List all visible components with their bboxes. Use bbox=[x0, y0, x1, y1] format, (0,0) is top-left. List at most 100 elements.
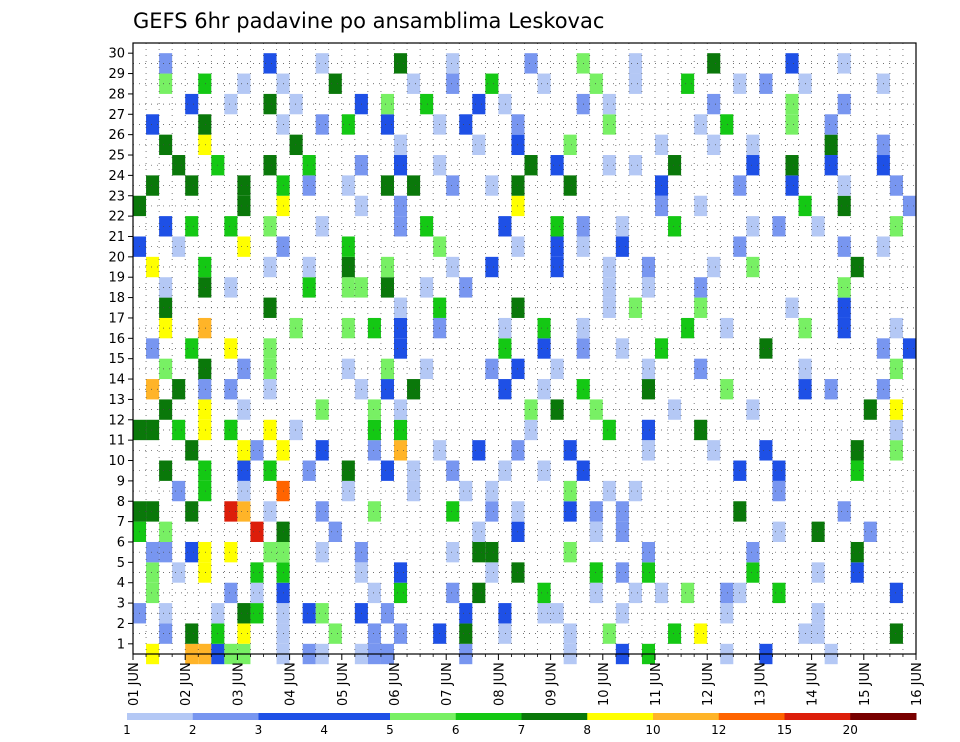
heatmap-cell bbox=[459, 623, 473, 644]
y-tick-label: 6 bbox=[117, 535, 125, 550]
heatmap-cell bbox=[615, 603, 629, 624]
heatmap-cell bbox=[198, 419, 212, 441]
heatmap-cell bbox=[185, 216, 199, 237]
y-tick-label: 22 bbox=[108, 210, 125, 225]
y-tick-label: 16 bbox=[108, 332, 125, 347]
heatmap-cell bbox=[394, 419, 408, 441]
heatmap-cell bbox=[420, 216, 434, 237]
legend-label: 10 bbox=[645, 723, 660, 737]
heatmap-cell bbox=[563, 134, 577, 156]
heatmap-cell bbox=[563, 501, 577, 522]
y-tick-label: 11 bbox=[108, 434, 125, 449]
heatmap-cell bbox=[263, 379, 277, 400]
heatmap-cell bbox=[550, 399, 564, 420]
heatmap-cell bbox=[198, 562, 212, 583]
legend-swatch bbox=[653, 713, 720, 720]
heatmap-cell bbox=[785, 155, 799, 176]
heatmap-cell bbox=[563, 175, 577, 196]
heatmap-cell bbox=[863, 521, 877, 542]
heatmap-cell bbox=[537, 73, 551, 94]
heatmap-cell bbox=[315, 603, 329, 624]
heatmap-cell bbox=[889, 317, 903, 339]
heatmap-cell bbox=[224, 582, 238, 604]
heatmap-cell bbox=[472, 541, 486, 563]
heatmap-cell bbox=[380, 114, 394, 135]
heatmap-cell bbox=[159, 277, 173, 298]
heatmap-cell bbox=[668, 623, 682, 644]
heatmap-cell bbox=[628, 53, 642, 74]
heatmap-cell bbox=[146, 175, 160, 196]
heatmap-cell bbox=[367, 440, 381, 461]
heatmap-cell bbox=[850, 256, 864, 278]
heatmap-cell bbox=[237, 460, 251, 481]
heatmap-cell bbox=[146, 256, 160, 278]
heatmap-cell bbox=[302, 155, 316, 176]
y-tick-label: 26 bbox=[108, 128, 125, 143]
heatmap-cell bbox=[159, 603, 173, 624]
heatmap-cell bbox=[394, 195, 408, 217]
heatmap-cell bbox=[746, 216, 760, 237]
heatmap-cell bbox=[341, 175, 355, 196]
x-tick-label: 16 JUN bbox=[910, 662, 925, 706]
heatmap-cell bbox=[263, 155, 277, 176]
heatmap-cell bbox=[172, 155, 186, 176]
heatmap-cell bbox=[237, 501, 251, 522]
x-tick-label: 08 JUN bbox=[492, 662, 507, 706]
heatmap-cell bbox=[159, 73, 173, 94]
heatmap-cell bbox=[498, 216, 512, 237]
heatmap-cell bbox=[380, 256, 394, 278]
heatmap-cell bbox=[746, 256, 760, 278]
heatmap-cell bbox=[824, 379, 838, 400]
heatmap-cell bbox=[537, 460, 551, 481]
heatmap-cell bbox=[524, 155, 538, 176]
heatmap-cell bbox=[459, 114, 473, 135]
heatmap-cell bbox=[380, 603, 394, 624]
heatmap-cell bbox=[720, 582, 734, 604]
heatmap-cell bbox=[837, 53, 851, 74]
y-tick-label: 14 bbox=[108, 373, 125, 388]
legend-swatch bbox=[455, 713, 522, 720]
legend-label: 5 bbox=[386, 723, 394, 737]
heatmap-cell bbox=[485, 480, 499, 502]
x-tick-label: 11 JUN bbox=[649, 662, 664, 706]
heatmap-cell bbox=[263, 358, 277, 380]
heatmap-cell bbox=[172, 236, 186, 257]
heatmap-cell bbox=[628, 73, 642, 94]
heatmap-cell bbox=[394, 53, 408, 74]
heatmap-cell bbox=[185, 338, 199, 359]
heatmap-cell bbox=[785, 175, 799, 196]
heatmap-cell bbox=[550, 256, 564, 278]
legend-swatch bbox=[784, 713, 851, 720]
heatmap-cell bbox=[668, 399, 682, 420]
heatmap-cell bbox=[446, 53, 460, 74]
heatmap-cell bbox=[237, 175, 251, 196]
heatmap-cell bbox=[146, 379, 160, 400]
heatmap-cell bbox=[772, 216, 786, 237]
heatmap-cell bbox=[772, 460, 786, 481]
heatmap-cell bbox=[172, 562, 186, 583]
heatmap-cell bbox=[602, 155, 616, 176]
legend-label: 12 bbox=[711, 723, 726, 737]
heatmap-cell bbox=[159, 134, 173, 156]
heatmap-cell bbox=[615, 236, 629, 257]
heatmap-cell bbox=[720, 603, 734, 624]
heatmap-cell bbox=[602, 623, 616, 644]
heatmap-cell bbox=[628, 480, 642, 502]
heatmap-cell bbox=[694, 195, 708, 217]
heatmap-cell bbox=[407, 460, 421, 481]
heatmap-cell bbox=[694, 358, 708, 380]
legend-label: 15 bbox=[777, 723, 792, 737]
y-axis-ticks: 1234567891011121314151617181920212223242… bbox=[108, 47, 133, 652]
heatmap-cell bbox=[185, 501, 199, 522]
legend-label: 6 bbox=[452, 723, 460, 737]
heatmap-cell bbox=[785, 93, 799, 115]
heatmap-cell bbox=[615, 501, 629, 522]
heatmap-cell bbox=[472, 93, 486, 115]
heatmap-cell bbox=[811, 562, 825, 583]
heatmap-cell bbox=[146, 541, 160, 563]
heatmap-cell bbox=[341, 480, 355, 502]
heatmap-cell bbox=[146, 501, 160, 522]
heatmap-cell bbox=[537, 338, 551, 359]
heatmap-cell bbox=[237, 603, 251, 624]
